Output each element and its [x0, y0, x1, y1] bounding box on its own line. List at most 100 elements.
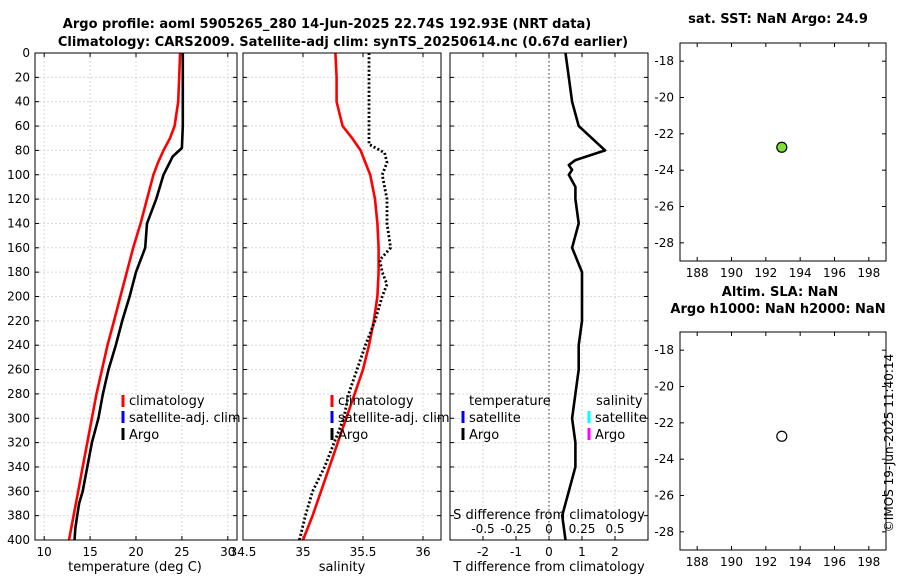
legend-argo-label: Argo — [129, 428, 159, 443]
legend-satellite-label: satellite-adj. clim — [338, 411, 450, 426]
top-tick-label: -0.25 — [500, 522, 531, 536]
axes-frame — [679, 42, 887, 262]
lon-tick-label: 196 — [823, 266, 846, 280]
difference-legend: temperature salinity satellite Argo sate… — [461, 394, 647, 443]
x-tick-label: 0 — [545, 545, 553, 559]
top-tick-label: -0.5 — [471, 522, 494, 536]
lon-tick-label: 194 — [789, 266, 812, 280]
legend-climatology-label: climatology — [338, 394, 414, 409]
lat-tick-label: -22 — [654, 127, 674, 141]
depth-tick-label: 0 — [22, 46, 30, 60]
lon-tick-label: 188 — [686, 555, 709, 569]
sst-map-panel: 188 190 192 194 196 198 -18 -20 -22 -24 -26 -28 — [654, 42, 887, 280]
lat-tick-label: -26 — [654, 200, 674, 214]
temperature-legend: climatology satellite-adj. clim Argo — [121, 394, 241, 443]
salinity-xlabel: salinity — [319, 560, 366, 575]
depth-tick-label: 40 — [15, 95, 30, 109]
lon-tick-label: 192 — [754, 266, 777, 280]
lat-tick-label: -22 — [654, 416, 674, 430]
legend-temperature-header: temperature — [469, 394, 551, 409]
depth-tick-label: 300 — [7, 411, 30, 425]
x-tick-label: 34.5 — [230, 545, 257, 559]
argo-line — [73, 53, 185, 541]
t-difference-line — [560, 52, 607, 541]
lat-tick-label: -18 — [654, 54, 674, 68]
lat-tick-label: -20 — [654, 91, 674, 105]
depth-tick-label: 20 — [15, 70, 30, 84]
temperature-panel: 0 20 40 60 80 100 120 140 160 180 200 220 240 260 280 3… — [7, 46, 238, 559]
lon-tick-label: 188 — [686, 266, 709, 280]
depth-tick-label: 120 — [7, 192, 30, 206]
lon-tick-label: 198 — [857, 266, 880, 280]
x-tick-label: 15 — [82, 545, 97, 559]
sla-map-title: Altim. SLA: NaN — [722, 285, 838, 300]
lat-tick-label: -28 — [654, 236, 674, 250]
s-difference-xlabel: S difference from climatology — [453, 508, 645, 523]
legend-argo-label: Argo — [338, 428, 368, 443]
lon-tick-label: 192 — [754, 555, 777, 569]
x-tick-label: 30 — [220, 545, 235, 559]
axes-frame — [449, 52, 649, 541]
sla-map-subtitle: Argo h1000: NaN h2000: NaN — [670, 302, 885, 317]
legend-climatology-label: climatology — [129, 394, 205, 409]
legend-s-satellite-label: satellite — [595, 411, 647, 426]
axes-frame — [679, 331, 887, 551]
x-tick-label: 36 — [415, 545, 430, 559]
climatology-line — [67, 52, 182, 541]
depth-tick-label: 100 — [7, 168, 30, 182]
lat-tick-label: -20 — [654, 380, 674, 394]
legend-t-argo-label: Argo — [469, 428, 499, 443]
x-tick-label: 10 — [37, 545, 52, 559]
lat-tick-label: -26 — [654, 489, 674, 503]
depth-tick-label: 260 — [7, 363, 30, 377]
temperature-xlabel: temperature (deg C) — [68, 560, 202, 575]
depth-tick-label: 160 — [7, 241, 30, 255]
depth-tick-label: 140 — [7, 216, 30, 230]
depth-tick-label: 280 — [7, 387, 30, 401]
top-tick-label: 0.5 — [605, 522, 624, 536]
top-tick-label: 0.25 — [569, 522, 596, 536]
depth-tick-label: 180 — [7, 265, 30, 279]
sla-map-panel: 188 190 192 194 196 198 -18 -20 -22 -24 -26 -28 — [654, 331, 887, 569]
depth-tick-label: 320 — [7, 436, 30, 450]
salinity-panel: 34.5 35 35.5 36 — [230, 52, 442, 559]
depth-tick-label: 240 — [7, 338, 30, 352]
legend-s-argo-label: Argo — [595, 428, 625, 443]
imos-watermark: ©IMOS 19-Jun-2025 11:40:14 — [882, 354, 896, 532]
profile-location-marker — [776, 141, 788, 153]
figure-title-line2: Climatology: CARS2009. Satellite-adj cli… — [58, 35, 628, 50]
x-tick-label: -2 — [477, 545, 489, 559]
lon-tick-label: 194 — [789, 555, 812, 569]
depth-tick-label: 340 — [7, 460, 30, 474]
legend-t-satellite-label: satellite — [469, 411, 521, 426]
depth-tick-label: 220 — [7, 314, 30, 328]
x-tick-label: 1 — [578, 545, 586, 559]
lon-tick-label: 190 — [720, 555, 743, 569]
axes-frame — [34, 52, 238, 541]
lat-tick-label: -24 — [654, 163, 674, 177]
lat-tick-label: -24 — [654, 452, 674, 466]
depth-tick-label: 360 — [7, 484, 30, 498]
axes-frame — [242, 52, 442, 541]
x-tick-label: 35 — [295, 545, 310, 559]
t-difference-xlabel: T difference from climatology — [452, 560, 645, 575]
lon-tick-label: 190 — [720, 266, 743, 280]
sst-map-title: sat. SST: NaN Argo: 24.9 — [688, 12, 868, 27]
lon-tick-label: 196 — [823, 555, 846, 569]
x-tick-label: -1 — [510, 545, 522, 559]
salinity-legend: climatology satellite-adj. clim Argo — [330, 394, 450, 443]
depth-tick-label: 80 — [15, 143, 30, 157]
depth-tick-label: 60 — [15, 119, 30, 133]
legend-satellite-label: satellite-adj. clim — [129, 411, 241, 426]
depth-tick-label: 200 — [7, 290, 30, 304]
x-tick-label: 25 — [174, 545, 189, 559]
x-tick-label: 35.5 — [350, 545, 377, 559]
legend-salinity-header: salinity — [596, 394, 643, 409]
lat-tick-label: -18 — [654, 343, 674, 357]
climatology-line — [301, 52, 380, 541]
x-tick-label: 20 — [128, 545, 143, 559]
depth-tick-label: 380 — [7, 509, 30, 523]
depth-tick-label: 400 — [7, 533, 30, 547]
